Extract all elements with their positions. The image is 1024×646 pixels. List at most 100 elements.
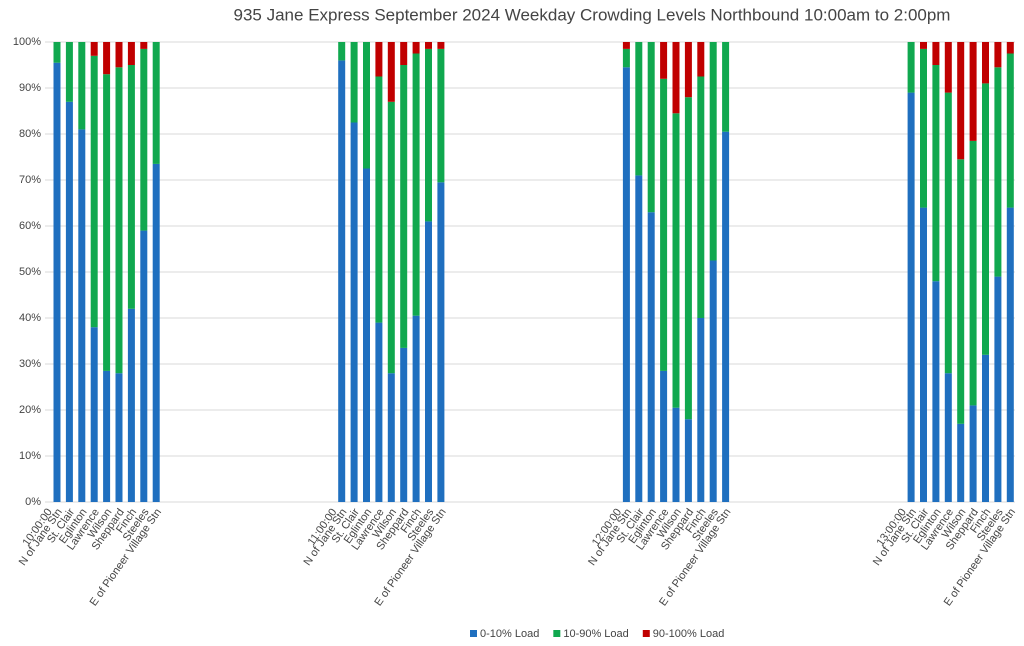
bar-segment bbox=[622, 42, 630, 49]
bar-segment bbox=[994, 42, 1002, 68]
bar-segment bbox=[722, 42, 730, 132]
y-tick-label: 40% bbox=[19, 312, 41, 324]
bar-segment bbox=[53, 42, 61, 63]
bar-segment bbox=[697, 76, 705, 318]
bar-segment bbox=[907, 42, 915, 93]
legend-swatch bbox=[470, 630, 477, 637]
bar-segment bbox=[944, 92, 952, 374]
bar-segment bbox=[350, 122, 358, 502]
bar-segment bbox=[412, 315, 420, 502]
bar-segment bbox=[363, 42, 370, 169]
bar-segment bbox=[697, 42, 705, 77]
bar-segment bbox=[1006, 42, 1014, 54]
bar-segment bbox=[90, 327, 98, 502]
bar-segment bbox=[907, 92, 915, 502]
bar-segment bbox=[375, 322, 383, 502]
y-tick-label: 70% bbox=[19, 174, 41, 186]
bar-segment bbox=[944, 373, 952, 502]
bar-segment bbox=[994, 67, 1002, 277]
bar-segment bbox=[425, 221, 432, 502]
y-tick-label: 90% bbox=[19, 82, 41, 94]
bar-segment bbox=[1006, 207, 1014, 502]
bar-segment bbox=[622, 67, 630, 503]
bar-segment bbox=[152, 42, 160, 164]
bar-segment bbox=[338, 42, 346, 61]
bar-segment bbox=[338, 60, 346, 503]
bar-segment bbox=[660, 78, 668, 371]
bar-segment bbox=[722, 131, 730, 502]
bar-segment bbox=[412, 42, 420, 54]
bar-segment bbox=[127, 65, 135, 309]
bar-segment bbox=[920, 48, 927, 208]
bar-segment bbox=[684, 97, 692, 420]
chart-title: 935 Jane Express September 2024 Weekday … bbox=[234, 5, 951, 24]
bar-segment bbox=[400, 347, 408, 502]
bar-segment bbox=[103, 42, 111, 75]
bar-segment bbox=[684, 42, 692, 98]
y-tick-label: 0% bbox=[25, 496, 41, 508]
bar-segment bbox=[387, 373, 395, 502]
bar-segment bbox=[437, 42, 445, 49]
bar-segment bbox=[412, 53, 420, 316]
bar-segment bbox=[982, 354, 989, 502]
bar-segment bbox=[115, 42, 123, 68]
bar-segment bbox=[437, 182, 445, 503]
bar-segment bbox=[127, 308, 135, 502]
y-tick-label: 80% bbox=[19, 128, 41, 140]
bar-segment bbox=[103, 74, 111, 371]
legend-label: 90-100% Load bbox=[653, 628, 725, 640]
bar-segment bbox=[425, 48, 432, 222]
bar-segment bbox=[622, 48, 630, 68]
bar-segment bbox=[53, 62, 61, 502]
bar-segment bbox=[969, 140, 977, 406]
bar-segment bbox=[672, 113, 680, 408]
bar-segment bbox=[957, 42, 965, 160]
bar-segment bbox=[982, 83, 989, 355]
bar-segment bbox=[982, 42, 989, 84]
bar-segment bbox=[363, 168, 370, 502]
bar-segment bbox=[697, 318, 705, 502]
bar-segment bbox=[90, 55, 98, 328]
bar-segment bbox=[103, 370, 111, 502]
bar-segment bbox=[400, 65, 408, 348]
bar-segment bbox=[684, 419, 692, 502]
bar-segment bbox=[437, 48, 445, 183]
bar-segment bbox=[932, 281, 940, 502]
bar-segment bbox=[425, 42, 432, 49]
bar-segment bbox=[672, 42, 680, 114]
y-tick-label: 60% bbox=[19, 220, 41, 232]
bar-segment bbox=[65, 101, 73, 503]
y-tick-label: 20% bbox=[19, 404, 41, 416]
bar-segment bbox=[140, 48, 148, 231]
bar-segment bbox=[78, 129, 86, 502]
bar-segment bbox=[994, 276, 1002, 502]
y-tick-label: 10% bbox=[19, 450, 41, 462]
bar-segment bbox=[78, 42, 86, 130]
bar-segment bbox=[709, 260, 717, 502]
bar-segment bbox=[957, 423, 965, 502]
legend-swatch bbox=[642, 630, 650, 637]
y-tick-label: 30% bbox=[19, 358, 41, 370]
bar-segment bbox=[375, 76, 383, 323]
bar-segment bbox=[660, 370, 668, 502]
bar-segment bbox=[152, 163, 160, 502]
bar-segment bbox=[115, 67, 123, 374]
bar-segment bbox=[932, 42, 940, 65]
bar-segment bbox=[387, 42, 395, 102]
bar-segment bbox=[920, 207, 927, 502]
bar-segment bbox=[140, 230, 148, 502]
bar-segment bbox=[65, 42, 73, 102]
bar-segment bbox=[90, 42, 98, 56]
bar-segment bbox=[115, 373, 123, 502]
bar-segment bbox=[375, 42, 383, 77]
bar-segment bbox=[944, 42, 952, 93]
bar-segment bbox=[635, 42, 643, 176]
bar-segment bbox=[957, 159, 965, 424]
bar-segment bbox=[709, 42, 717, 261]
bar-segment bbox=[1006, 53, 1014, 208]
legend-label: 10-90% Load bbox=[563, 628, 628, 640]
bar-segment bbox=[350, 42, 358, 123]
bar-segment bbox=[932, 65, 940, 282]
legend-label: 0-10% Load bbox=[480, 628, 539, 640]
bar-segment bbox=[387, 101, 395, 374]
